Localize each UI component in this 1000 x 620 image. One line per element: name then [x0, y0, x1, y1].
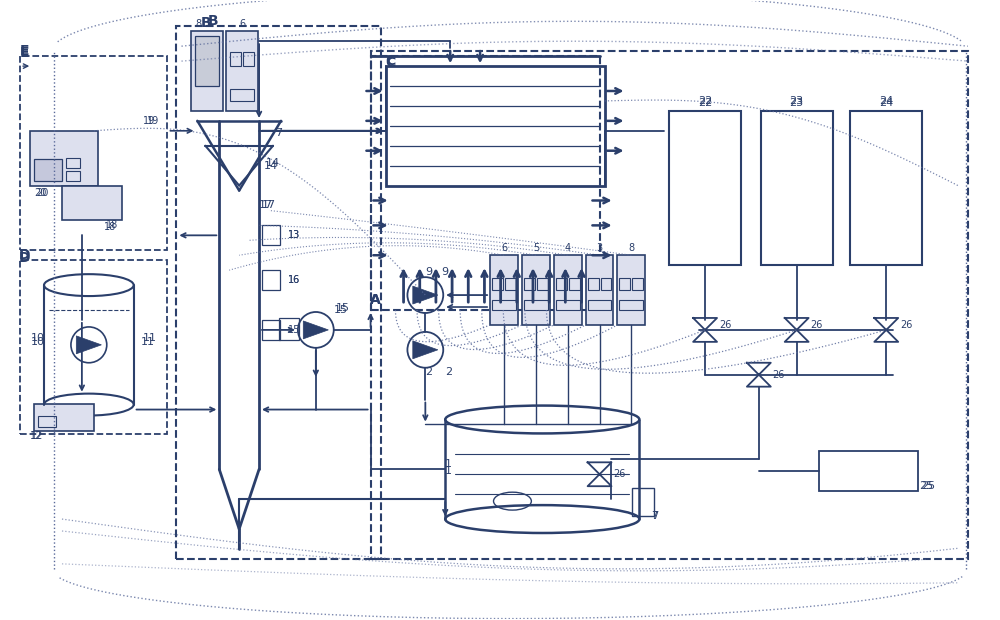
Text: 7: 7	[275, 128, 283, 138]
Text: 22: 22	[698, 98, 712, 108]
Text: 10: 10	[31, 333, 45, 343]
Text: 12: 12	[31, 432, 43, 441]
Text: C: C	[385, 54, 396, 68]
Text: 15: 15	[334, 305, 348, 315]
Text: 13: 13	[288, 231, 300, 241]
Polygon shape	[34, 159, 62, 180]
Text: 7: 7	[651, 511, 657, 521]
Polygon shape	[62, 185, 122, 220]
Text: 3: 3	[596, 243, 603, 254]
Text: 20: 20	[34, 187, 46, 198]
Polygon shape	[34, 404, 94, 432]
Text: B: B	[208, 14, 219, 29]
Text: C: C	[385, 56, 396, 70]
Text: 6: 6	[239, 19, 245, 29]
Text: 14: 14	[264, 161, 278, 171]
Polygon shape	[617, 255, 645, 325]
Text: B: B	[201, 16, 212, 30]
Text: D: D	[18, 251, 30, 265]
Text: 15: 15	[336, 303, 350, 313]
Text: 18: 18	[104, 223, 116, 232]
Text: 1: 1	[445, 466, 452, 476]
Text: 12: 12	[30, 432, 42, 441]
Text: A: A	[370, 293, 381, 307]
Text: 26: 26	[613, 469, 626, 479]
Text: 9: 9	[425, 267, 432, 277]
Polygon shape	[586, 255, 613, 325]
Text: 15: 15	[288, 325, 300, 335]
Polygon shape	[303, 321, 328, 339]
Text: 1: 1	[445, 459, 452, 469]
Text: 17: 17	[262, 200, 276, 210]
Text: 26: 26	[719, 320, 731, 330]
Text: 8: 8	[628, 243, 634, 254]
Text: 23: 23	[790, 96, 804, 106]
Text: 4: 4	[565, 243, 571, 254]
Text: 2: 2	[425, 366, 432, 377]
Text: 9: 9	[442, 267, 449, 277]
Polygon shape	[413, 341, 438, 359]
Text: 10: 10	[31, 337, 45, 347]
Polygon shape	[226, 31, 258, 111]
Text: 26: 26	[810, 320, 823, 330]
Text: 17: 17	[259, 200, 273, 210]
Text: A: A	[370, 293, 381, 307]
Text: 16: 16	[288, 275, 300, 285]
Text: E: E	[19, 46, 29, 60]
Text: 13: 13	[288, 231, 300, 241]
Polygon shape	[195, 36, 219, 86]
Text: 6: 6	[501, 243, 507, 254]
Text: 22: 22	[698, 96, 712, 106]
Text: 5: 5	[533, 243, 539, 254]
Text: 18: 18	[106, 220, 118, 231]
Text: 19: 19	[147, 116, 160, 126]
Polygon shape	[30, 131, 98, 185]
Text: 7: 7	[652, 511, 658, 521]
Polygon shape	[522, 255, 550, 325]
Text: 16: 16	[288, 275, 300, 285]
Text: 20: 20	[36, 187, 48, 198]
Text: 14: 14	[266, 157, 280, 167]
Text: 26: 26	[773, 370, 785, 379]
Polygon shape	[554, 255, 582, 325]
Polygon shape	[76, 336, 101, 354]
Text: 19: 19	[143, 116, 156, 126]
Text: 24: 24	[879, 98, 893, 108]
Text: E: E	[19, 44, 29, 58]
Text: 11: 11	[141, 337, 155, 347]
Text: 24: 24	[879, 96, 893, 106]
Text: 26: 26	[900, 320, 912, 330]
Polygon shape	[191, 31, 223, 111]
Text: 25: 25	[921, 481, 935, 491]
Polygon shape	[490, 255, 518, 325]
Text: 2: 2	[445, 366, 452, 377]
Text: 25: 25	[919, 481, 933, 491]
Text: D: D	[18, 248, 30, 262]
Text: 23: 23	[790, 98, 804, 108]
Polygon shape	[413, 286, 438, 304]
Text: 8: 8	[195, 19, 201, 29]
Text: 11: 11	[143, 333, 157, 343]
